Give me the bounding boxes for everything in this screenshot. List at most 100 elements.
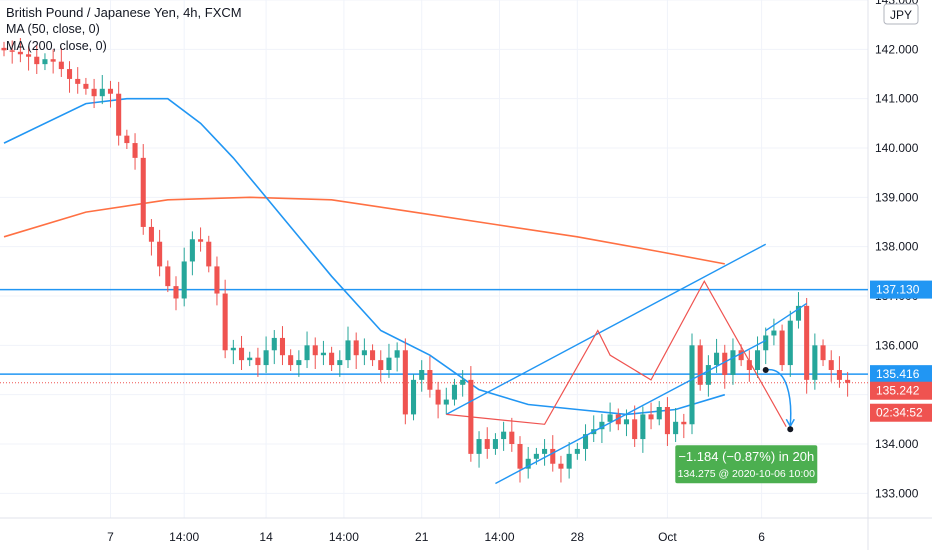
currency-badge[interactable] (883, 3, 919, 25)
candle-body (525, 458, 531, 469)
candle-body (320, 352, 326, 356)
candle-body (722, 352, 728, 375)
candle-body (99, 88, 105, 97)
candle-body (26, 54, 32, 57)
candle-body (230, 347, 236, 351)
candle-body (66, 69, 73, 79)
candle-body (656, 407, 662, 420)
forecast-start-point[interactable] (762, 367, 769, 373)
channel-extra-line[interactable] (765, 302, 808, 332)
candle-body (238, 347, 245, 361)
candle-body (689, 345, 695, 425)
candle-body (271, 337, 277, 351)
candle-body (247, 357, 253, 361)
candle-body (353, 340, 359, 356)
candle-body (754, 350, 761, 370)
candle-body (42, 59, 48, 65)
candle-body (329, 352, 335, 366)
candle-body (738, 350, 744, 361)
candle-body (435, 389, 441, 405)
y-tick-label: 141.000 (875, 92, 919, 106)
x-tick-label: 14:00 (169, 530, 199, 544)
channel-lower-line[interactable] (495, 339, 767, 485)
candle-body (795, 305, 802, 321)
price-axis-tag[interactable] (870, 365, 932, 384)
candle-body (304, 345, 310, 361)
candle-body (279, 337, 286, 356)
candle-body (550, 448, 556, 464)
x-tick-label: 14 (259, 530, 273, 544)
candle-body (140, 157, 146, 227)
candle-body (222, 293, 228, 351)
candle-body (386, 357, 392, 370)
candle-body (501, 431, 507, 440)
forecast-end-point[interactable] (787, 426, 794, 433)
candle-body (714, 352, 720, 366)
price-axis-tag[interactable] (870, 280, 932, 299)
candle-body (402, 350, 408, 415)
candle-body (263, 350, 269, 366)
candle-body (34, 56, 40, 65)
candle-body (214, 266, 220, 294)
candle-body (705, 365, 711, 385)
candle-body (419, 370, 425, 380)
y-tick-label: 133.000 (875, 486, 919, 500)
candle-body (845, 379, 851, 383)
candle-body (132, 143, 138, 158)
candle-body (607, 414, 613, 422)
x-tick-label: 7 (107, 530, 114, 544)
candle-body (1, 47, 7, 51)
ma50-legend-label[interactable]: MA (50, close, 0) (6, 22, 100, 36)
y-tick-label: 136.000 (875, 338, 919, 352)
ma200-legend-label[interactable]: MA (200, close, 0) (6, 39, 107, 53)
chart-title: British Pound / Japanese Yen, 4h, FXCM (6, 5, 242, 20)
candle-body (173, 286, 179, 299)
x-tick-label: 21 (415, 530, 429, 544)
candle-body (427, 370, 433, 390)
candle-body (828, 360, 834, 370)
candle-body (566, 453, 572, 469)
candle-body (632, 419, 638, 440)
forecast-change-text: −1.184 (−0.87%) in 20h (678, 449, 814, 464)
forecast-target-text: 134.275 @ 2020-10-06 10:00 (678, 468, 816, 480)
candle-body (574, 448, 580, 454)
currency-label: JPY (890, 8, 912, 22)
forecast-arrowhead (785, 418, 795, 428)
candle-body (558, 463, 564, 469)
candle-body (206, 241, 212, 267)
candle-body (451, 384, 458, 400)
x-tick-label: 6 (758, 530, 765, 544)
candle-body (582, 434, 589, 449)
candle-body (148, 226, 154, 242)
y-tick-label: 139.000 (875, 190, 919, 204)
candle-body (640, 414, 646, 440)
candle-body (664, 407, 670, 435)
x-tick-label: Oct (658, 530, 677, 544)
candle-body (107, 88, 114, 94)
candle-body (337, 360, 343, 366)
candle-body (836, 370, 842, 380)
candle-body (165, 266, 171, 287)
candle-body (542, 448, 548, 454)
candle-body (484, 439, 490, 449)
forecast-curve[interactable] (765, 369, 792, 426)
candle-body (746, 360, 752, 370)
price-axis-tag[interactable] (870, 381, 932, 400)
candle-body (681, 421, 687, 425)
candle-body (378, 360, 384, 370)
x-tick-label: 14:00 (485, 530, 515, 544)
y-tick-label: 140.000 (875, 141, 919, 155)
candle-body (787, 320, 793, 366)
candle-body (623, 419, 630, 425)
ma200-line (3, 196, 725, 265)
candle-body (763, 335, 769, 351)
channel-upper-line[interactable] (445, 243, 767, 416)
candle-body (370, 350, 376, 361)
candle-body (804, 305, 810, 380)
candle-body (771, 330, 777, 336)
candle-body (394, 350, 400, 358)
candle-body (697, 345, 703, 385)
pattern-drawing[interactable] (446, 279, 787, 427)
